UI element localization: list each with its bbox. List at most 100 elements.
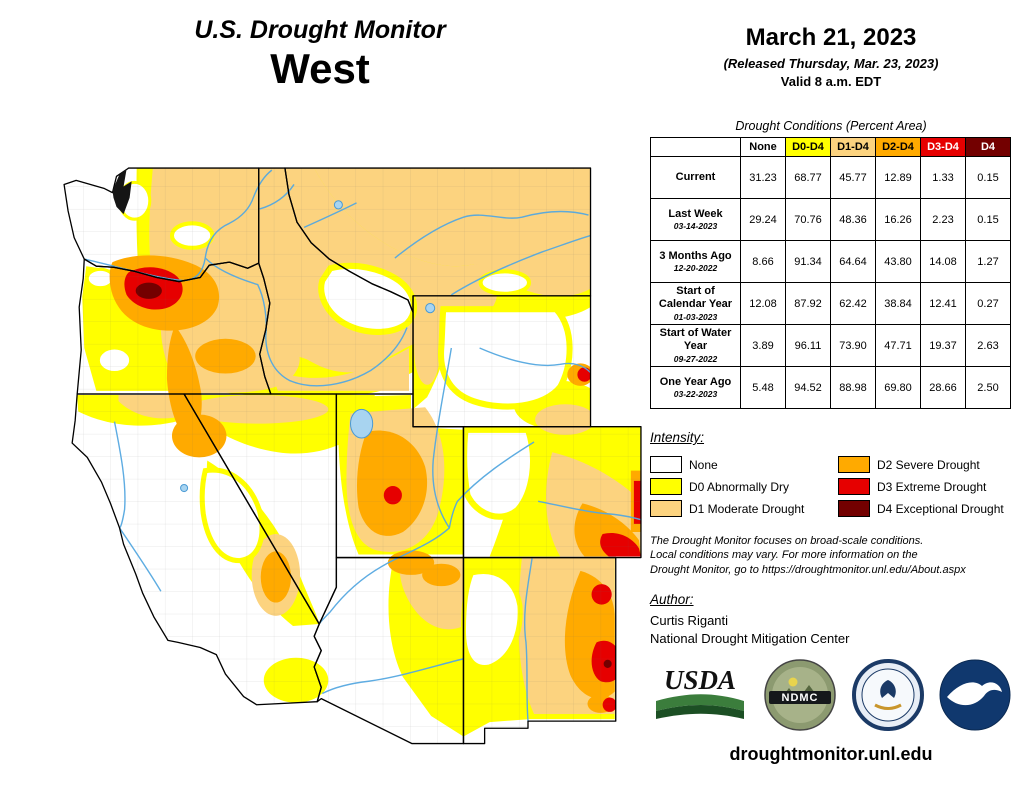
flathead-lake <box>333 200 343 210</box>
cell: 28.66 <box>920 366 966 409</box>
cell: 2.23 <box>920 198 966 241</box>
drought-table-wrapper: None D0-D4 D1-D4 D2-D4 D3-D4 D4 Current … <box>650 137 1011 409</box>
disclaimer-line: The Drought Monitor focuses on broad-sca… <box>650 535 924 547</box>
cell: 1.27 <box>965 240 1011 283</box>
cell: 70.76 <box>785 198 831 241</box>
author-heading: Author: <box>650 592 694 607</box>
cell: 31.23 <box>740 156 786 199</box>
legend-label: D3 Extreme Drought <box>877 479 987 494</box>
ndmc-logo: NDMC <box>764 659 837 731</box>
legend-label: D0 Abnormally Dry <box>689 479 790 494</box>
map-title-block: U.S. Drought Monitor West <box>40 16 600 91</box>
table-row-last-week: Last Week 03-14-2023 29.24 70.76 48.36 16… <box>650 198 1011 241</box>
legend-item-d2: D2 Severe Drought <box>838 456 1020 473</box>
cell: 3.89 <box>740 324 786 367</box>
cell: 2.50 <box>965 366 1011 409</box>
noaa-logo <box>939 659 1011 731</box>
legend-item-d3: D3 Extreme Drought <box>838 478 1020 495</box>
valid-time: Valid 8 a.m. EDT <box>780 74 882 89</box>
column-header-d0-d4: D0-D4 <box>785 137 831 157</box>
cell: 73.90 <box>830 324 876 367</box>
drought-table: None D0-D4 D1-D4 D2-D4 D3-D4 D4 Current … <box>650 137 1011 409</box>
west-drought-map <box>63 167 642 745</box>
column-header-d3-d4: D3-D4 <box>920 137 966 157</box>
date-block: March 21, 2023 (Released Thursday, Mar. … <box>650 24 1012 89</box>
cell: 88.98 <box>830 366 876 409</box>
d2-swatch <box>838 456 870 473</box>
cell: 64.64 <box>830 240 876 283</box>
author-name: Curtis Riganti <box>650 613 729 628</box>
disclaimer-line: Local conditions may vary. For more info… <box>650 549 918 562</box>
legend-title: Intensity: <box>650 430 705 445</box>
intensity-legend: Intensity: None D0 Abnormally Dry D1 Mod… <box>650 430 1020 522</box>
legend-label: D4 Exceptional Drought <box>877 501 1004 516</box>
none-swatch <box>650 456 682 473</box>
site-url: droughtmonitor.unl.edu <box>729 744 933 764</box>
column-header-none: None <box>740 137 786 157</box>
cell: 14.08 <box>920 240 966 283</box>
column-header-d1-d4: D1-D4 <box>830 137 876 157</box>
column-header-d2-d4: D2-D4 <box>875 137 921 157</box>
legend-item-d4: D4 Exceptional Drought <box>838 500 1020 517</box>
cell: 69.80 <box>875 366 921 409</box>
puget-sound <box>112 169 132 215</box>
cell: 68.77 <box>785 156 831 199</box>
column-header-d4: D4 <box>965 137 1011 157</box>
cell: 19.37 <box>920 324 966 367</box>
cell: 48.36 <box>830 198 876 241</box>
page-title: U.S. Drought Monitor <box>194 16 446 44</box>
logo-row: USDA NDMC <box>650 654 1012 736</box>
row-label: 3 Months Ago <box>659 249 732 262</box>
cell: 62.42 <box>830 282 876 325</box>
state-borders <box>63 167 642 745</box>
commerce-seal-logo <box>851 659 924 731</box>
map-date: March 21, 2023 <box>745 24 917 51</box>
cell: 0.15 <box>965 156 1011 199</box>
cell: 94.52 <box>785 366 831 409</box>
ndmc-wordmark: NDMC <box>782 692 819 704</box>
row-label: One Year Ago <box>659 375 732 388</box>
legend-item-d1: D1 Moderate Drought <box>650 500 838 517</box>
drought-shading <box>64 168 641 744</box>
map-container <box>56 164 646 767</box>
cell: 12.41 <box>920 282 966 325</box>
legend-label: D2 Severe Drought <box>877 457 980 472</box>
cell: 12.89 <box>875 156 921 199</box>
usda-wordmark: USDA <box>664 665 736 695</box>
lake-tahoe <box>180 483 189 493</box>
row-label: Start of Water Year <box>659 327 732 352</box>
row-label: Last Week <box>668 207 723 220</box>
cell: 5.48 <box>740 366 786 409</box>
cell: 91.34 <box>785 240 831 283</box>
row-date: 01-03-2023 <box>673 311 718 322</box>
cell: 8.66 <box>740 240 786 283</box>
d1-swatch <box>650 500 682 517</box>
region-title: West <box>270 45 370 92</box>
lakes <box>180 200 436 493</box>
author-org: National Drought Mitigation Center <box>650 631 850 646</box>
row-date: 03-22-2023 <box>673 389 718 400</box>
cell: 0.15 <box>965 198 1011 241</box>
release-date: (Released Thursday, Mar. 23, 2023) <box>723 56 939 71</box>
table-row-3-months-ago: 3 Months Ago 12-20-2022 8.66 91.34 64.64 … <box>650 240 1011 283</box>
cell: 47.71 <box>875 324 921 367</box>
cell: 87.92 <box>785 282 831 325</box>
rivers <box>84 169 641 722</box>
d0-swatch <box>650 478 682 495</box>
cell: 45.77 <box>830 156 876 199</box>
table-row-current: Current 31.23 68.77 45.77 12.89 1.33 0.1… <box>650 156 1011 199</box>
row-label: Current <box>675 171 716 184</box>
cell: 0.27 <box>965 282 1011 325</box>
yellowstone-lake <box>425 303 436 314</box>
table-row-start-water-year: Start of Water Year 09-27-2022 3.89 96.11… <box>650 324 1011 367</box>
table-row-start-calendar-year: Start of Calendar Year 01-03-2023 12.08 8… <box>650 282 1011 325</box>
cell: 12.08 <box>740 282 786 325</box>
legend-item-d0: D0 Abnormally Dry <box>650 478 838 495</box>
table-header-row: None D0-D4 D1-D4 D2-D4 D3-D4 D4 <box>650 137 1011 157</box>
legend-label: D1 Moderate Drought <box>689 501 805 516</box>
row-date: 09-27-2022 <box>673 353 718 364</box>
author-block: Author: Curtis Riganti National Drought … <box>650 592 1012 646</box>
cell: 2.63 <box>965 324 1011 367</box>
cell: 96.11 <box>785 324 831 367</box>
state-new-mexico <box>462 556 617 745</box>
